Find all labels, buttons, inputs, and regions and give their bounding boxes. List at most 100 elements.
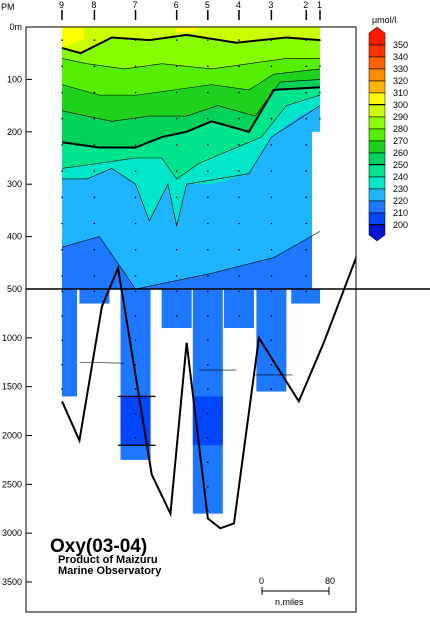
field-band-290	[62, 27, 320, 54]
colorbar-swatch	[368, 92, 386, 106]
sample-point	[175, 290, 178, 293]
colorbar-label: 260	[393, 148, 408, 158]
contour-thin	[61, 94, 321, 180]
sample-point	[207, 363, 209, 366]
sample-point	[319, 65, 321, 68]
sample-point	[305, 91, 308, 94]
sample-point	[305, 196, 308, 199]
station-label: 4	[236, 0, 241, 10]
sample-point	[238, 275, 240, 277]
sample-point	[61, 196, 63, 199]
colorbar-label: 330	[393, 64, 408, 74]
depth-label: 0m	[9, 22, 22, 32]
sample-point	[61, 339, 63, 342]
sample-point	[207, 315, 209, 317]
sample-point	[270, 170, 273, 172]
sample-point	[134, 91, 137, 94]
sample-point	[61, 39, 63, 41]
sample-point	[207, 39, 209, 41]
sample-point	[175, 222, 178, 225]
sample-point	[93, 117, 96, 120]
colorbar-swatch	[368, 104, 386, 118]
sample-point	[270, 315, 273, 317]
colorbar-label: 340	[393, 52, 408, 62]
colorbar-cap-top	[368, 26, 386, 46]
sample-point	[238, 290, 240, 293]
depth-label: 300	[7, 179, 22, 189]
sample-point	[175, 248, 178, 251]
sample-point	[270, 248, 273, 251]
colorbar-label: 210	[393, 208, 408, 218]
sample-point	[305, 275, 308, 277]
depth-label: 1500	[2, 382, 22, 392]
sample-point	[238, 117, 240, 120]
colorbar-swatch	[368, 44, 386, 58]
sample-point	[134, 388, 137, 390]
sample-point	[134, 144, 137, 146]
sample-point	[175, 275, 178, 277]
colorbar-swatch	[368, 188, 386, 202]
sample-point	[238, 315, 240, 317]
sample-point	[207, 412, 209, 415]
depth-label: 100	[7, 74, 22, 84]
sample-point	[270, 39, 273, 41]
colorbar-label: 310	[393, 88, 408, 98]
contour-thin	[61, 79, 321, 122]
sample-point	[319, 117, 321, 120]
contour-thin	[79, 361, 125, 364]
colorbar-label: 240	[393, 172, 408, 182]
sample-point	[305, 222, 308, 225]
sample-point	[238, 91, 240, 94]
sample-point	[175, 170, 178, 172]
sample-point	[175, 144, 178, 146]
sample-point	[305, 144, 308, 146]
depth-label: 400	[7, 232, 22, 242]
chart-subtitle-line2: Marine Observatory	[58, 565, 162, 577]
field-column-210	[62, 289, 77, 397]
chart-title: Oxy(03-04)	[50, 536, 147, 557]
scale-bar-unit-label: n.miles	[275, 597, 304, 607]
sample-point	[305, 117, 308, 120]
sample-point	[238, 39, 240, 41]
sample-point	[134, 412, 137, 415]
colorbar-label: 290	[393, 112, 408, 122]
station-label: 9	[59, 0, 64, 10]
sample-point	[61, 170, 63, 172]
colorbar-swatch	[368, 212, 386, 226]
field-column-210	[161, 289, 192, 329]
sample-point	[61, 91, 63, 94]
sample-point	[61, 222, 63, 225]
colorbar-swatch	[368, 116, 386, 130]
sample-point	[175, 117, 178, 120]
chart-subtitle-line1: Product of Maizuru	[58, 554, 158, 566]
station-label: 2	[303, 0, 308, 10]
field-band-300	[62, 27, 85, 48]
sample-point	[61, 363, 63, 366]
sample-point	[207, 461, 209, 464]
sample-point	[207, 117, 209, 120]
contour-bold-300	[61, 33, 321, 55]
sample-point	[207, 275, 209, 277]
sample-point	[175, 91, 178, 94]
sample-point	[134, 339, 137, 342]
sample-point	[270, 363, 273, 366]
sample-point	[207, 222, 209, 225]
top-label: PM	[1, 2, 15, 12]
sample-point	[305, 39, 308, 41]
sample-point	[270, 144, 273, 146]
sample-point	[134, 222, 137, 225]
colorbar-label: 250	[393, 160, 408, 170]
plot-frame	[25, 26, 357, 613]
depth-label: 2500	[2, 479, 22, 489]
station-label: 3	[268, 0, 273, 10]
sample-point	[134, 117, 137, 120]
sample-point	[270, 275, 273, 277]
field-column-210	[223, 289, 254, 329]
sample-point	[134, 196, 137, 199]
sample-point	[270, 290, 273, 293]
field-gap	[225, 328, 252, 582]
colorbar-swatch	[368, 152, 386, 166]
sample-point	[270, 196, 273, 199]
sample-point	[93, 170, 96, 172]
